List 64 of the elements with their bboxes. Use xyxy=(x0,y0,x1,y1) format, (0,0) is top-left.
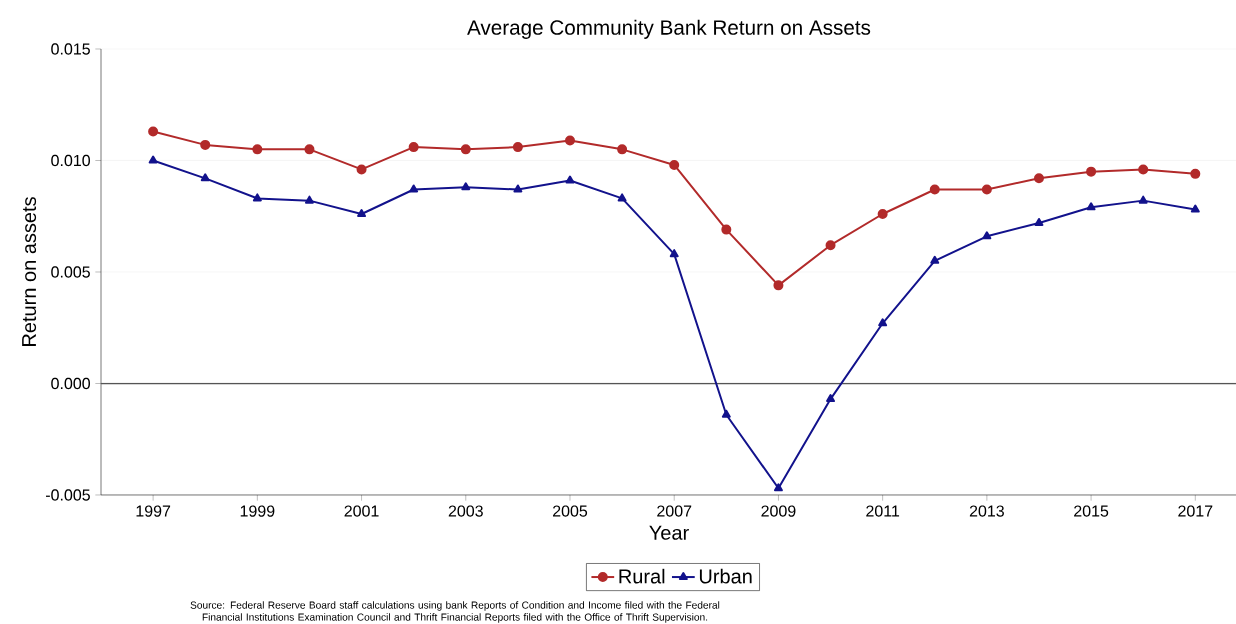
point xyxy=(1138,195,1148,204)
point xyxy=(669,159,680,170)
point xyxy=(200,173,210,182)
x-tick-label: 2009 xyxy=(761,505,796,517)
point xyxy=(721,224,732,235)
point xyxy=(408,142,419,153)
point xyxy=(930,255,940,264)
point xyxy=(981,184,992,195)
x-axis-title: Year xyxy=(649,525,689,540)
point xyxy=(1190,204,1200,213)
point xyxy=(148,155,158,164)
point xyxy=(1033,173,1044,184)
point xyxy=(565,175,575,184)
x-tick-label: 2001 xyxy=(344,505,379,517)
y-tick-label: 0.015 xyxy=(51,43,90,55)
source-note: Source: Federal Reserve Board staff calculations using bank Reports of Condition and Income filed with the Federal Financial Institutions Examination Council and Thrift Financial Reports filed with the Office of Thrift Supervision. xyxy=(190,601,720,623)
point xyxy=(982,231,992,240)
point xyxy=(929,184,940,195)
y-tick-label: 0.010 xyxy=(51,154,91,167)
legend-label: Rural xyxy=(619,568,665,584)
point xyxy=(148,126,159,137)
point xyxy=(617,144,628,155)
point xyxy=(877,209,888,220)
point xyxy=(513,184,523,193)
x-tick-label: 2005 xyxy=(552,505,588,517)
y-tick-label: 0.005 xyxy=(51,266,90,278)
point xyxy=(564,135,575,146)
point xyxy=(357,209,367,218)
point xyxy=(304,144,315,155)
point xyxy=(460,144,471,155)
y-tick-label: 0.000 xyxy=(51,377,91,390)
x-tick-label: 2013 xyxy=(969,505,1004,517)
point xyxy=(773,280,784,291)
point xyxy=(304,195,314,204)
x-tick-label: 2015 xyxy=(1074,505,1109,517)
point xyxy=(721,409,731,418)
point xyxy=(252,193,262,202)
point xyxy=(825,240,836,251)
point xyxy=(409,184,419,193)
point xyxy=(826,394,835,403)
x-tick-label: 1997 xyxy=(136,505,171,517)
point xyxy=(200,139,211,150)
x-tick-label: 2003 xyxy=(448,505,483,517)
point xyxy=(1086,166,1097,177)
point xyxy=(669,249,679,258)
point xyxy=(512,142,523,153)
point xyxy=(1190,168,1201,179)
x-tick-label: 2017 xyxy=(1178,505,1213,517)
point xyxy=(252,144,263,155)
point xyxy=(1086,202,1096,211)
x-tick-label: 1999 xyxy=(240,505,275,517)
point xyxy=(1138,164,1149,175)
point xyxy=(356,164,367,175)
y-tick-label: -0.005 xyxy=(45,489,90,501)
point xyxy=(1034,217,1044,226)
x-tick-label: 2011 xyxy=(866,505,900,517)
point xyxy=(773,483,783,492)
y-axis-title: Return on assets xyxy=(22,197,37,346)
point xyxy=(461,182,471,191)
point xyxy=(878,318,888,327)
chart-title: Average Community Bank Return on Assets xyxy=(467,19,871,39)
point xyxy=(617,193,627,202)
x-tick-label: 2007 xyxy=(657,505,692,517)
legend-label: Urban xyxy=(699,568,752,584)
